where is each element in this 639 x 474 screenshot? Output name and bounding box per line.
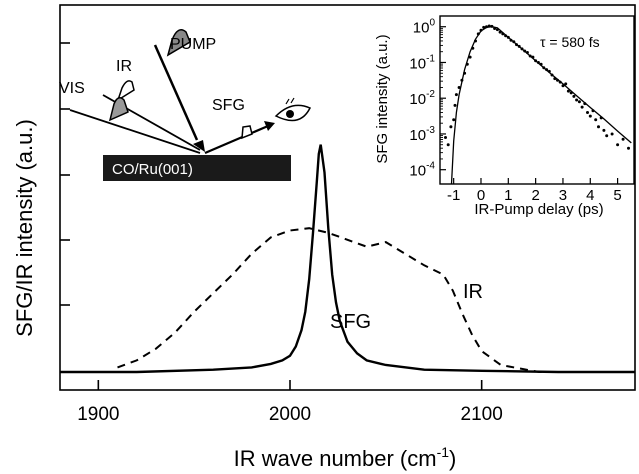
sfg-arrow-head	[264, 121, 275, 131]
inset-data-point	[588, 114, 592, 118]
inset-data-point	[449, 125, 453, 129]
inset-x-tick-label: 1	[504, 187, 512, 204]
inset-data-point	[597, 125, 600, 129]
pump-pulse-icon	[166, 29, 191, 57]
sfg-beam	[204, 124, 269, 155]
pump-arrow-head	[193, 140, 205, 152]
vis-label: VIS	[59, 80, 85, 97]
inset-data-point	[564, 82, 568, 86]
pump-label: PUMP	[170, 36, 216, 53]
inset-x-axis-label: IR-Pump delay (ps)	[474, 201, 603, 218]
inset-data-point	[602, 128, 606, 132]
inset-data-point	[453, 103, 457, 107]
sfg-label: SFG	[212, 97, 245, 114]
inset-x-tick-label: 4	[586, 187, 594, 204]
inset-x-tick-label: 3	[559, 187, 567, 204]
inset-data-point	[452, 118, 456, 122]
main-x-tick-label: 2100	[461, 404, 503, 425]
inset-data-point	[446, 143, 450, 147]
ir-pulse-icon	[116, 80, 135, 102]
inset-data-point	[444, 136, 447, 139]
inset-y-axis-label: SFG intensity (a.u.)	[374, 34, 391, 163]
inset-data-point	[621, 137, 625, 141]
inset-data-point	[594, 118, 598, 122]
inset-data-point	[575, 98, 579, 102]
inset-data-point	[627, 146, 630, 150]
ir-series-line	[117, 227, 578, 373]
inset-data-point	[616, 143, 620, 147]
surface-block	[103, 155, 291, 181]
inset-y-tick-label: 100	[413, 18, 436, 37]
main-y-ticks	[60, 42, 70, 306]
inset-data-point	[610, 132, 614, 136]
eye-pupil-icon	[286, 110, 294, 118]
inset-x-tick-label: 0	[477, 187, 485, 204]
inset-y-tick-label: 10-3	[409, 125, 435, 144]
pump-beam	[153, 44, 199, 141]
inset-frame	[439, 15, 635, 185]
inset-data-point	[572, 94, 576, 98]
sfg-pulse-icon	[241, 125, 253, 140]
surface-label: CO/Ru(001)	[112, 161, 193, 178]
inset-data-point	[586, 111, 589, 114]
main-x-ticks: 1900 2000 2100	[77, 380, 503, 425]
inset-data-point	[580, 105, 584, 109]
main-x-tick-label: 2000	[269, 404, 311, 425]
experiment-diagram: CO/Ru(001) PUMP IR VIS SFG	[59, 29, 312, 181]
inset-data-point	[605, 134, 609, 138]
inset-x-ticks: -1 0 1 2 3 4 5	[447, 178, 622, 204]
eye-lashes-icon	[285, 97, 295, 105]
sfg-series-line	[60, 144, 635, 374]
main-plot-frame	[59, 4, 636, 391]
main-x-tick-label: 1900	[77, 404, 119, 425]
inset-x-tick-label: 2	[531, 187, 539, 204]
main-y-axis-label: SFG/IR intensity (a.u.)	[12, 119, 37, 337]
sfg-curve-label: SFG	[330, 311, 371, 333]
vis-pulse-icon	[108, 97, 129, 122]
ir-label: IR	[116, 58, 132, 75]
main-x-axis-label: IR wave number (cm-1)	[234, 444, 457, 471]
inset-data-point	[577, 100, 581, 104]
inset-y-tick-label: 10-1	[409, 53, 435, 72]
ir-curve-label: IR	[463, 281, 483, 303]
inset-y-ticks: 100 10-1 10-2 10-3 10-4	[409, 18, 446, 180]
inset-tau-annotation: τ = 580 fs	[540, 34, 600, 50]
inset-x-tick-label: 5	[613, 187, 621, 204]
inset-y-tick-label: 10-4	[409, 161, 435, 180]
vis-beam	[69, 109, 201, 154]
inset-y-tick-label: 10-2	[409, 89, 435, 108]
inset-x-tick-label: -1	[447, 187, 460, 204]
inset-fit-line	[450, 26, 632, 185]
inset-data-point	[566, 89, 570, 93]
inset-data-point	[454, 93, 458, 97]
